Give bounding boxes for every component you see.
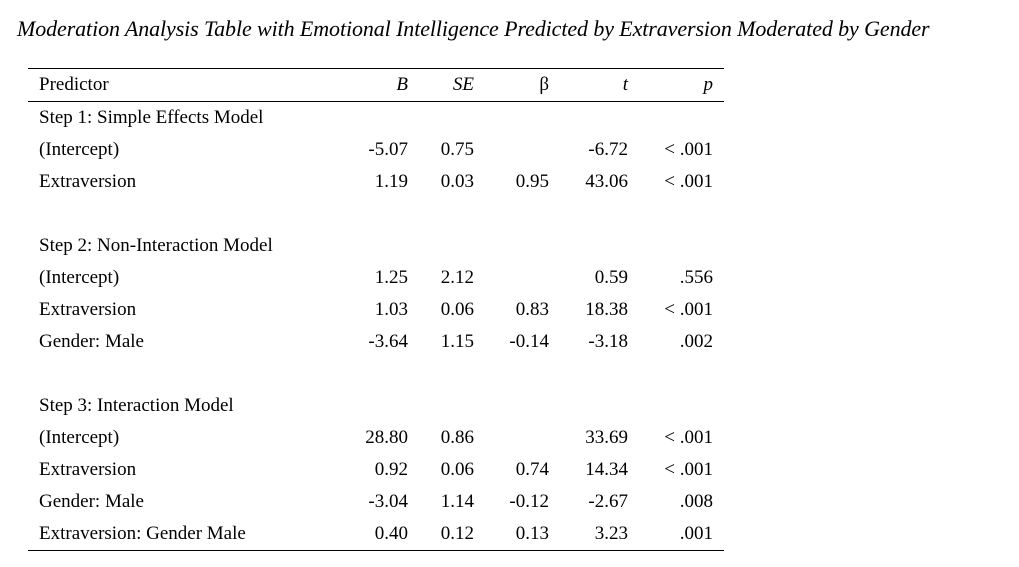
table-row: (Intercept) 1.25 2.12 0.59 .556 (28, 262, 724, 294)
cell-b: -5.07 (368, 139, 408, 160)
cell-p: < .001 (664, 459, 713, 480)
cell-t: -3.18 (588, 331, 628, 352)
cell-p: .008 (679, 491, 713, 512)
cell-b: 1.03 (374, 299, 408, 320)
cell-beta: 0.83 (515, 299, 549, 320)
cell-t: 33.69 (585, 427, 628, 448)
cell-t: -2.67 (588, 491, 628, 512)
cell-b: -3.64 (368, 331, 408, 352)
cell-se: 0.75 (440, 139, 474, 160)
cell-t: 0.59 (594, 267, 628, 288)
cell-p: < .001 (664, 299, 713, 320)
cell-se: 0.06 (440, 299, 474, 320)
cell-predictor: Extraversion (39, 171, 137, 192)
table-row: (Intercept) -5.07 0.75 -6.72 < .001 (28, 134, 724, 166)
cell-predictor: Extraversion (39, 459, 137, 480)
cell-beta: -0.12 (509, 491, 549, 512)
cell-se: 0.03 (440, 171, 474, 192)
moderation-table: Predictor B SE β t p Step 1: Simple Effe… (28, 68, 724, 551)
header-se: SE (452, 74, 474, 95)
table-row: Extraversion: Gender Male 0.40 0.12 0.13 3.2… (28, 518, 724, 550)
table-body: Step 1: Simple Effects Model (Intercept) -… (28, 102, 724, 550)
table-header-row: Predictor B SE β t p (28, 69, 724, 102)
table-row: Extraversion 1.03 0.06 0.83 18.38 < .001 (28, 294, 724, 326)
cell-predictor: Extraversion: Gender Male (39, 523, 246, 544)
cell-se: 1.15 (440, 331, 474, 352)
cell-p: .556 (679, 267, 713, 288)
cell-predictor: Gender: Male (39, 491, 144, 512)
header-beta: β (539, 74, 549, 95)
cell-p: .002 (679, 331, 713, 352)
table-row: Step 1: Simple Effects Model (28, 102, 724, 134)
cell-se: 0.06 (440, 459, 474, 480)
header-t: t (622, 74, 628, 95)
cell-predictor: Gender: Male (39, 331, 144, 352)
cell-beta: 0.13 (515, 523, 549, 544)
table-row: Step 3: Interaction Model (28, 390, 724, 422)
cell-b: 0.92 (374, 459, 408, 480)
header-b: B (396, 74, 408, 95)
cell-beta: 0.74 (515, 459, 549, 480)
table-row: Gender: Male -3.04 1.14 -0.12 -2.67 .008 (28, 486, 724, 518)
cell-b: 28.80 (365, 427, 408, 448)
cell-beta: -0.14 (509, 331, 549, 352)
cell-p: .001 (679, 523, 713, 544)
cell-se: 0.86 (440, 427, 474, 448)
cell-t: 18.38 (585, 299, 628, 320)
cell-se: 2.12 (440, 267, 474, 288)
cell-t: 3.23 (594, 523, 628, 544)
cell-b: 0.40 (374, 523, 408, 544)
cell-se: 1.14 (440, 491, 474, 512)
cell-predictor: Step 1: Simple Effects Model (39, 107, 264, 128)
cell-predictor: Extraversion (39, 299, 137, 320)
table-row: (Intercept) 28.80 0.86 33.69 < .001 (28, 422, 724, 454)
header-predictor: Predictor (39, 74, 109, 95)
cell-b: -3.04 (368, 491, 408, 512)
table-row: Gender: Male -3.64 1.15 -0.14 -3.18 .002 (28, 326, 724, 358)
header-p: p (703, 74, 714, 95)
table-row: Step 2: Non-Interaction Model (28, 230, 724, 262)
cell-t: 43.06 (585, 171, 628, 192)
cell-predictor: (Intercept) (39, 139, 120, 160)
cell-p: < .001 (664, 427, 713, 448)
cell-p: < .001 (664, 139, 713, 160)
cell-predictor: Step 2: Non-Interaction Model (39, 235, 273, 256)
cell-beta: 0.95 (515, 171, 549, 192)
cell-p: < .001 (664, 171, 713, 192)
cell-predictor: (Intercept) (39, 267, 120, 288)
table-row: Extraversion 0.92 0.06 0.74 14.34 < .001 (28, 454, 724, 486)
cell-t: 14.34 (585, 459, 628, 480)
table-spacer-row (28, 358, 724, 390)
cell-t: -6.72 (588, 139, 628, 160)
cell-predictor: Step 3: Interaction Model (39, 395, 234, 416)
table-row: Extraversion 1.19 0.03 0.95 43.06 < .001 (28, 166, 724, 198)
cell-se: 0.12 (440, 523, 474, 544)
cell-b: 1.25 (374, 267, 408, 288)
cell-predictor: (Intercept) (39, 427, 120, 448)
cell-b: 1.19 (374, 171, 408, 192)
table-title: Moderation Analysis Table with Emotional… (17, 16, 930, 41)
table-spacer-row (28, 198, 724, 230)
